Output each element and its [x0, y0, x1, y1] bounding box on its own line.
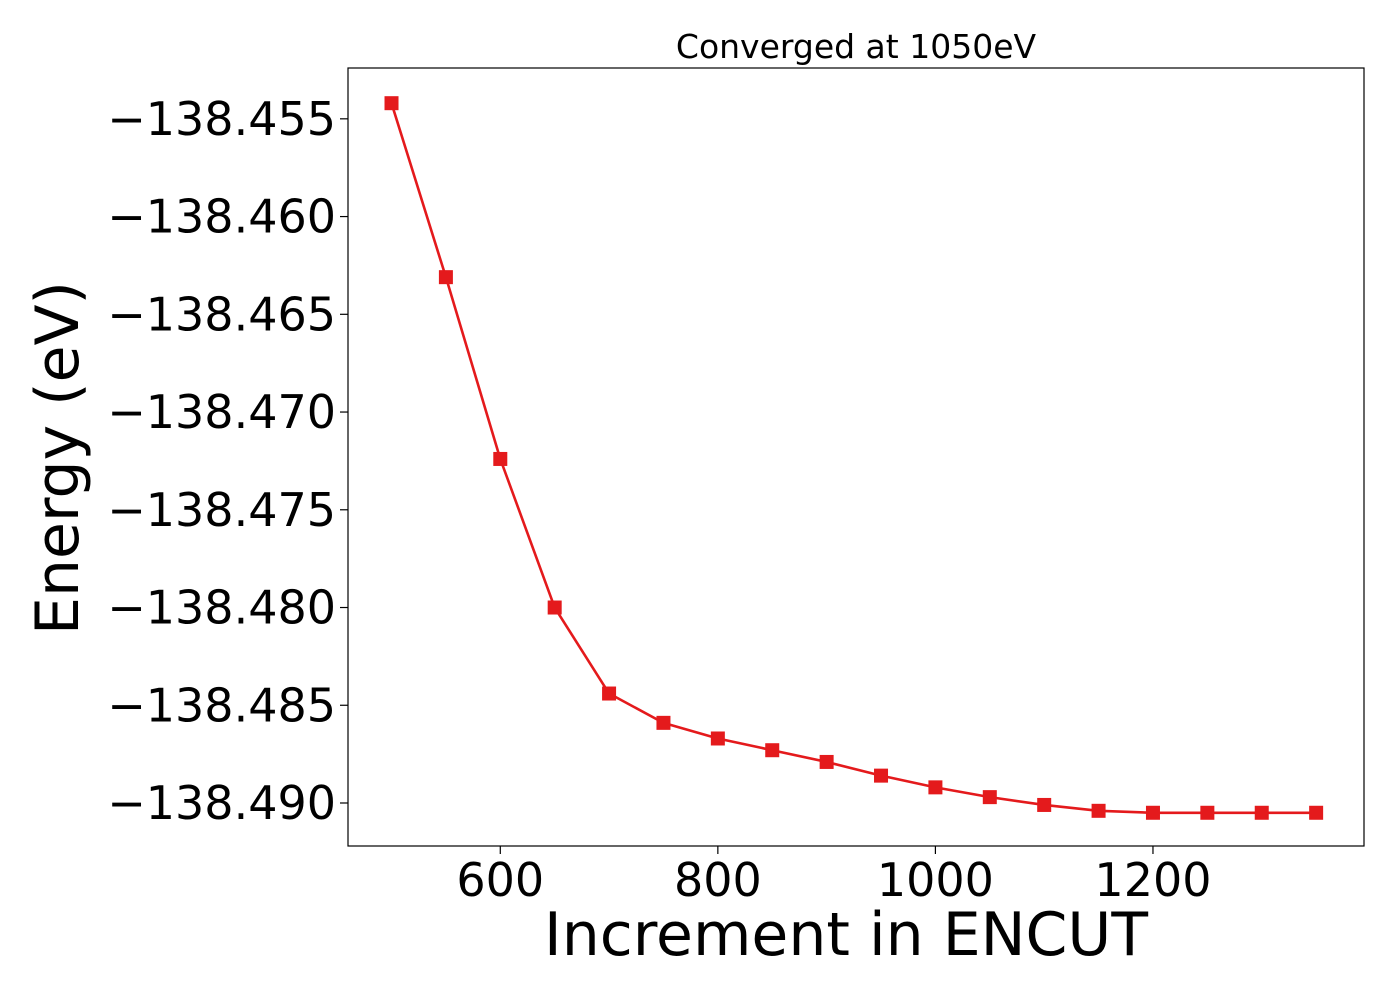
data-point-marker [1200, 805, 1215, 820]
y-axis-label: Energy (eV) [23, 281, 93, 635]
series-layer [384, 96, 1324, 820]
plot-area [347, 67, 1365, 847]
data-point-marker [1037, 797, 1052, 812]
x-tick-label: 600 [456, 853, 544, 907]
data-point-marker [1091, 803, 1106, 818]
chart-title: Converged at 1050eV [676, 27, 1037, 66]
data-point-marker [493, 451, 508, 466]
data-point-marker [438, 270, 453, 285]
data-point-marker [547, 600, 562, 615]
y-tick-label: −138.475 [107, 483, 336, 537]
x-tick-label: 1000 [877, 853, 994, 907]
y-tick-label: −138.460 [107, 190, 336, 244]
y-tick-label: −138.465 [107, 287, 336, 341]
y-tick-label: −138.490 [107, 776, 336, 830]
data-point-marker [982, 790, 997, 805]
data-point-marker [765, 743, 780, 758]
data-point-marker [602, 686, 617, 701]
y-tick-label: −138.480 [107, 581, 336, 635]
x-tick-label: 1200 [1094, 853, 1211, 907]
y-tick-label: −138.485 [107, 678, 336, 732]
data-point-marker [1309, 805, 1324, 820]
y-tick-label: −138.455 [107, 92, 336, 146]
x-tick-label: 800 [674, 853, 762, 907]
data-point-marker [928, 780, 943, 795]
y-axis-ticks: −138.455 −138.460 −138.465 −138.470 −138.475… [107, 92, 348, 830]
data-point-marker [384, 96, 399, 111]
data-point-marker [656, 715, 671, 730]
series-line [390, 102, 1317, 815]
data-point-marker [819, 754, 834, 769]
y-tick-label: −138.470 [107, 385, 336, 439]
data-point-marker [1145, 805, 1160, 820]
x-axis-ticks: 600 800 1000 1200 [456, 846, 1212, 907]
data-point-marker [1254, 805, 1269, 820]
x-axis-label: Increment in ENCUT [544, 900, 1148, 970]
data-point-marker [874, 768, 889, 783]
data-point-marker [710, 731, 725, 746]
